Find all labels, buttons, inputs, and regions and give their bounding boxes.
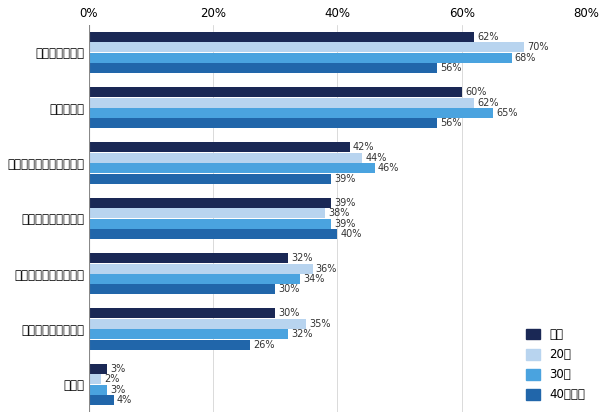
Text: 39%: 39% (335, 174, 356, 184)
Bar (89, 63, 437, 73)
Text: 34%: 34% (303, 274, 325, 284)
Text: 3%: 3% (110, 385, 126, 395)
Text: 39%: 39% (335, 219, 356, 229)
Bar (89, 42, 524, 52)
Bar (89, 340, 250, 350)
Bar (89, 98, 474, 108)
Text: 70%: 70% (527, 42, 548, 52)
Text: 40%: 40% (341, 229, 362, 239)
Text: 65%: 65% (496, 108, 518, 118)
Text: 62%: 62% (478, 32, 499, 42)
Text: 3%: 3% (110, 364, 126, 374)
Text: 35%: 35% (310, 319, 331, 329)
Text: 38%: 38% (328, 208, 350, 218)
Bar (89, 163, 375, 173)
Bar (89, 274, 300, 284)
Bar (89, 395, 114, 405)
Bar (89, 142, 350, 153)
Bar (89, 385, 107, 395)
Text: 32%: 32% (291, 329, 312, 339)
Text: 44%: 44% (365, 153, 387, 163)
Bar (89, 153, 362, 163)
Bar (89, 119, 437, 129)
Text: 42%: 42% (353, 142, 375, 153)
Text: 32%: 32% (291, 253, 312, 263)
Bar (89, 264, 313, 274)
Text: 36%: 36% (316, 264, 337, 274)
Text: 62%: 62% (478, 98, 499, 108)
Bar (89, 32, 474, 42)
Bar (89, 208, 325, 218)
Bar (89, 53, 511, 63)
Text: 56%: 56% (440, 119, 462, 129)
Text: 30%: 30% (278, 308, 300, 318)
Bar (89, 229, 338, 239)
Bar (89, 329, 288, 339)
Bar (89, 198, 331, 208)
Bar (89, 108, 493, 118)
Text: 2%: 2% (104, 374, 120, 384)
Bar (89, 364, 107, 374)
Bar (89, 174, 331, 184)
Legend: 全体, 20代, 30代, 40代以上: 全体, 20代, 30代, 40代以上 (521, 323, 590, 406)
Text: 60%: 60% (465, 87, 486, 97)
Text: 30%: 30% (278, 285, 300, 295)
Text: 56%: 56% (440, 63, 462, 73)
Bar (89, 87, 462, 97)
Bar (89, 219, 331, 229)
Text: 39%: 39% (335, 198, 356, 208)
Bar (89, 253, 288, 263)
Bar (89, 285, 275, 295)
Bar (89, 374, 101, 384)
Text: 26%: 26% (253, 340, 275, 350)
Bar (89, 308, 275, 318)
Text: 4%: 4% (117, 395, 132, 405)
Text: 68%: 68% (514, 53, 536, 63)
Text: 46%: 46% (378, 163, 399, 173)
Bar (89, 319, 307, 329)
